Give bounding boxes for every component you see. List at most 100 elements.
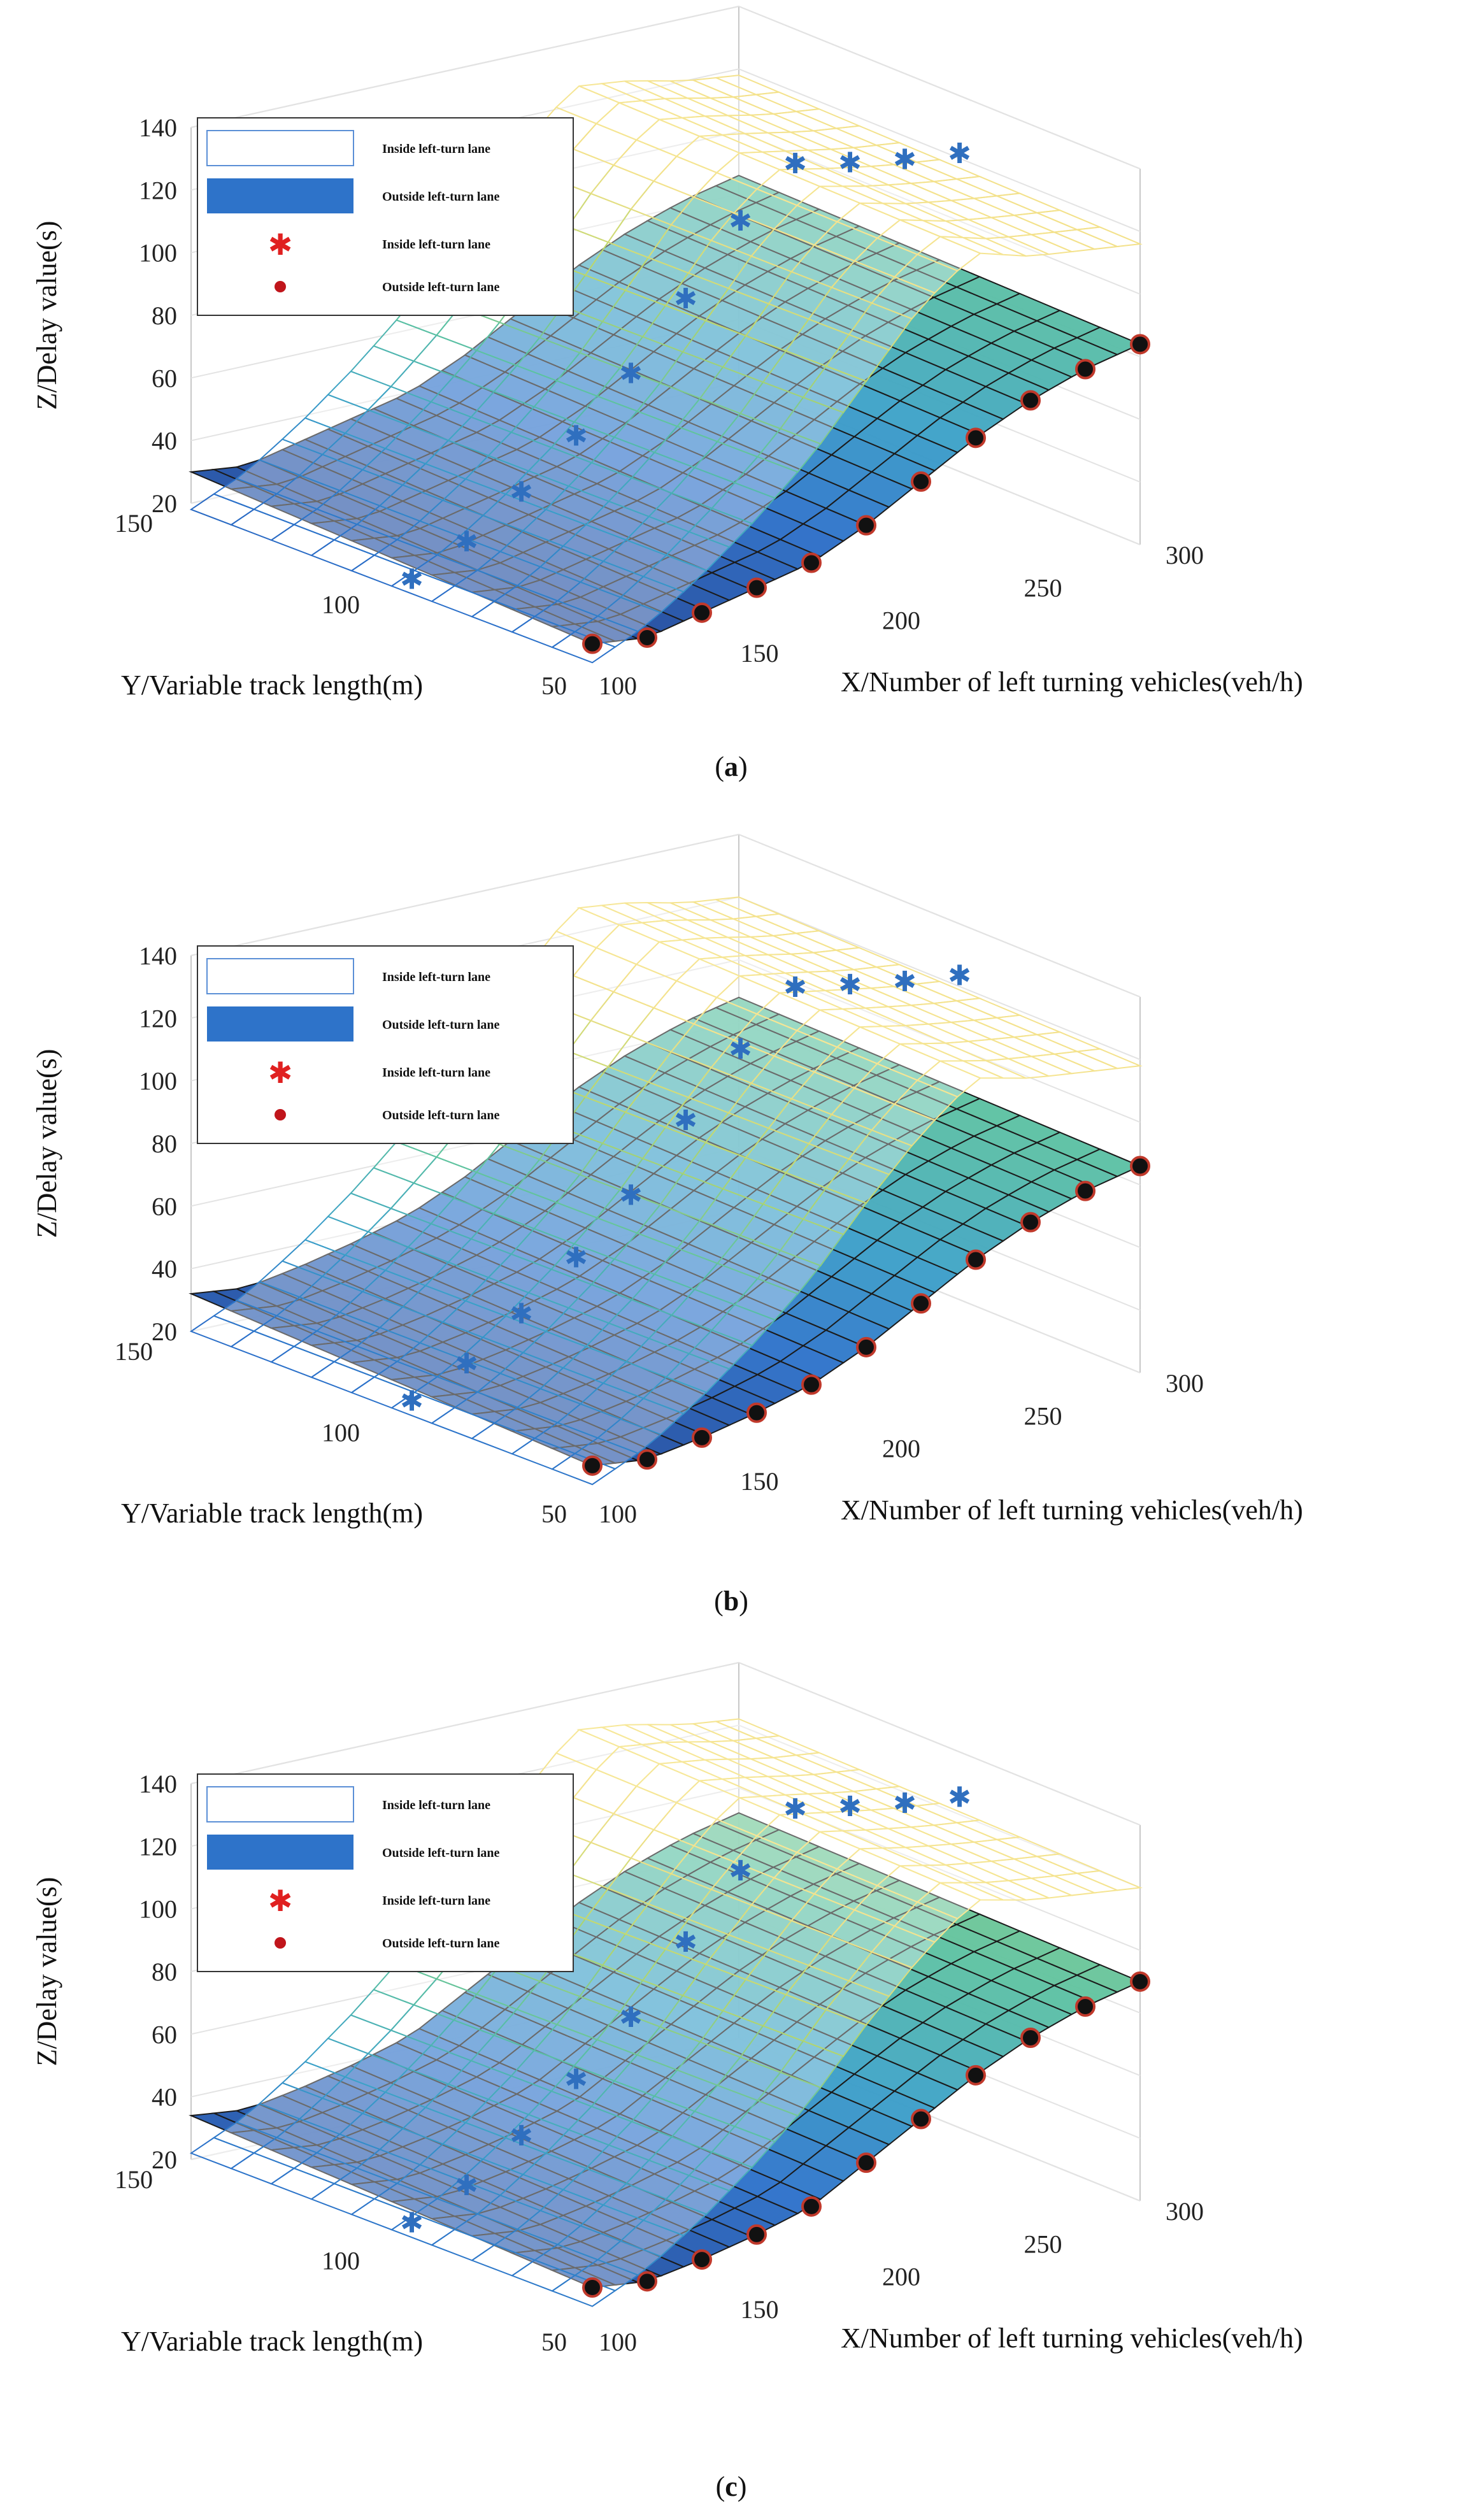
inside-lane-point: ✱ bbox=[783, 971, 807, 1004]
outside-lane-point bbox=[966, 1249, 986, 1270]
legend-label: Outside left-turn lane bbox=[382, 1846, 500, 1860]
gridline bbox=[190, 834, 739, 956]
inside-lane-point: ✱ bbox=[510, 476, 533, 508]
inside-lane-point: ✱ bbox=[838, 1791, 862, 1823]
gridline bbox=[738, 834, 1141, 998]
z-tick-label: 40 bbox=[152, 2083, 177, 2112]
inside-lane-point: ✱ bbox=[455, 2170, 478, 2202]
z-tick-label: 40 bbox=[152, 1255, 177, 1284]
outside-lane-point bbox=[1130, 1156, 1150, 1177]
inside-lane-point: ✱ bbox=[455, 526, 478, 559]
inside-lane-point: ✱ bbox=[893, 144, 917, 176]
z-tick-label: 140 bbox=[139, 1770, 177, 1798]
outside-lane-point bbox=[1130, 1971, 1150, 1992]
legend-swatch-outside bbox=[207, 1006, 353, 1042]
inside-lane-point: ✱ bbox=[893, 1787, 917, 1820]
outside-lane-point bbox=[911, 2108, 931, 2130]
z-tick-label: 140 bbox=[139, 941, 177, 970]
legend-marker-asterisk: ✱ bbox=[268, 1056, 293, 1090]
x-axis-label: X/Number of left turning vehicles(veh/h) bbox=[841, 2323, 1303, 2354]
y-tick-label: 100 bbox=[322, 1419, 360, 1447]
outside-lane-point bbox=[1075, 359, 1095, 380]
outside-lane-point bbox=[692, 1427, 712, 1448]
z-tick-label: 60 bbox=[152, 2020, 177, 2049]
outside-lane-point bbox=[1075, 1180, 1095, 1201]
caption-paren: ( bbox=[714, 1586, 724, 1617]
x-tick-label: 250 bbox=[1024, 1401, 1062, 1430]
caption-paren: ( bbox=[716, 2471, 725, 2502]
y-tick-label: 150 bbox=[115, 2165, 153, 2194]
outside-lane-point bbox=[856, 1336, 876, 1357]
z-tick-label: 20 bbox=[152, 2145, 177, 2174]
outside-lane-point bbox=[1020, 1212, 1041, 1233]
legend-swatch-outside bbox=[207, 1835, 353, 1870]
outside-lane-point bbox=[966, 2065, 986, 2086]
outside-lane-surface bbox=[189, 996, 1142, 1466]
legend-swatch-outside bbox=[207, 178, 353, 213]
caption-letter: b bbox=[724, 1586, 739, 1617]
inside-lane-point: ✱ bbox=[619, 357, 643, 390]
z-tick-label: 140 bbox=[139, 113, 177, 142]
legend-marker-asterisk: ✱ bbox=[268, 227, 293, 262]
outside-lane-point bbox=[746, 1402, 767, 1423]
outside-lane-point bbox=[966, 427, 986, 448]
inside-lane-point: ✱ bbox=[893, 966, 917, 998]
inside-lane-point: ✱ bbox=[729, 1033, 752, 1066]
legend-label: Inside left-turn lane bbox=[382, 970, 490, 984]
x-tick-label: 300 bbox=[1166, 2197, 1204, 2226]
z-axis-label: Z/Delay value(s) bbox=[31, 1049, 62, 1238]
x-tick-label: 100 bbox=[599, 1500, 637, 1528]
y-axis-label: Y/Variable track length(m) bbox=[121, 669, 423, 701]
inside-lane-point: ✱ bbox=[564, 420, 588, 452]
legend-label: Inside left-turn lane bbox=[382, 142, 490, 156]
x-tick-label: 200 bbox=[882, 2263, 920, 2291]
y-tick-label: 150 bbox=[115, 509, 153, 538]
y-tick-label: 50 bbox=[541, 1500, 567, 1528]
z-tick-label: 100 bbox=[139, 1895, 177, 1924]
legend-label: Outside left-turn lane bbox=[382, 280, 500, 294]
z-tick-label: 60 bbox=[152, 364, 177, 392]
z-tick-label: 20 bbox=[152, 489, 177, 518]
z-axis-label: Z/Delay value(s) bbox=[31, 221, 62, 410]
y-tick-label: 50 bbox=[541, 2328, 567, 2356]
outside-lane-point bbox=[582, 1455, 603, 1476]
x-tick-label: 250 bbox=[1024, 2230, 1062, 2258]
caption-letter: a bbox=[724, 751, 738, 782]
y-tick-label: 100 bbox=[322, 591, 360, 619]
gridline bbox=[738, 896, 1141, 1061]
inside-lane-point: ✱ bbox=[838, 147, 862, 180]
caption-letter: c bbox=[725, 2471, 738, 2502]
y-tick-label: 50 bbox=[541, 671, 567, 700]
inside-lane-point: ✱ bbox=[564, 2064, 588, 2096]
legend-label: Inside left-turn lane bbox=[382, 1894, 490, 1908]
x-tick-label: 200 bbox=[882, 606, 920, 635]
y-axis-label: Y/Variable track length(m) bbox=[121, 2326, 423, 2357]
outside-lane-point bbox=[911, 471, 931, 492]
y-tick-label: 100 bbox=[322, 2247, 360, 2275]
z-tick-label: 120 bbox=[139, 1004, 177, 1033]
y-axis-label: Y/Variable track length(m) bbox=[121, 1498, 423, 1529]
x-tick-label: 100 bbox=[599, 2328, 637, 2356]
x-axis-label: X/Number of left turning vehicles(veh/h) bbox=[841, 666, 1303, 698]
inside-lane-point: ✱ bbox=[729, 1855, 752, 1887]
outside-lane-point bbox=[637, 1449, 657, 1470]
outside-lane-point bbox=[582, 2277, 603, 2298]
inside-lane-point: ✱ bbox=[729, 205, 752, 238]
outside-lane-point bbox=[746, 577, 767, 598]
inside-lane-point: ✱ bbox=[510, 2120, 533, 2152]
z-tick-label: 120 bbox=[139, 176, 177, 204]
inside-lane-point: ✱ bbox=[674, 1926, 697, 1959]
legend: Inside left-turn lane Outside left-turn l… bbox=[197, 117, 574, 316]
outside-lane-point bbox=[1075, 1996, 1095, 2017]
surface-cell bbox=[1074, 1048, 1143, 1070]
inside-lane-point: ✱ bbox=[400, 1385, 424, 1418]
caption: (a) bbox=[715, 751, 747, 782]
x-tick-label: 300 bbox=[1166, 1369, 1204, 1398]
outside-lane-point bbox=[801, 552, 822, 573]
gridline bbox=[738, 131, 1141, 295]
inside-lane-point: ✱ bbox=[510, 1298, 533, 1331]
